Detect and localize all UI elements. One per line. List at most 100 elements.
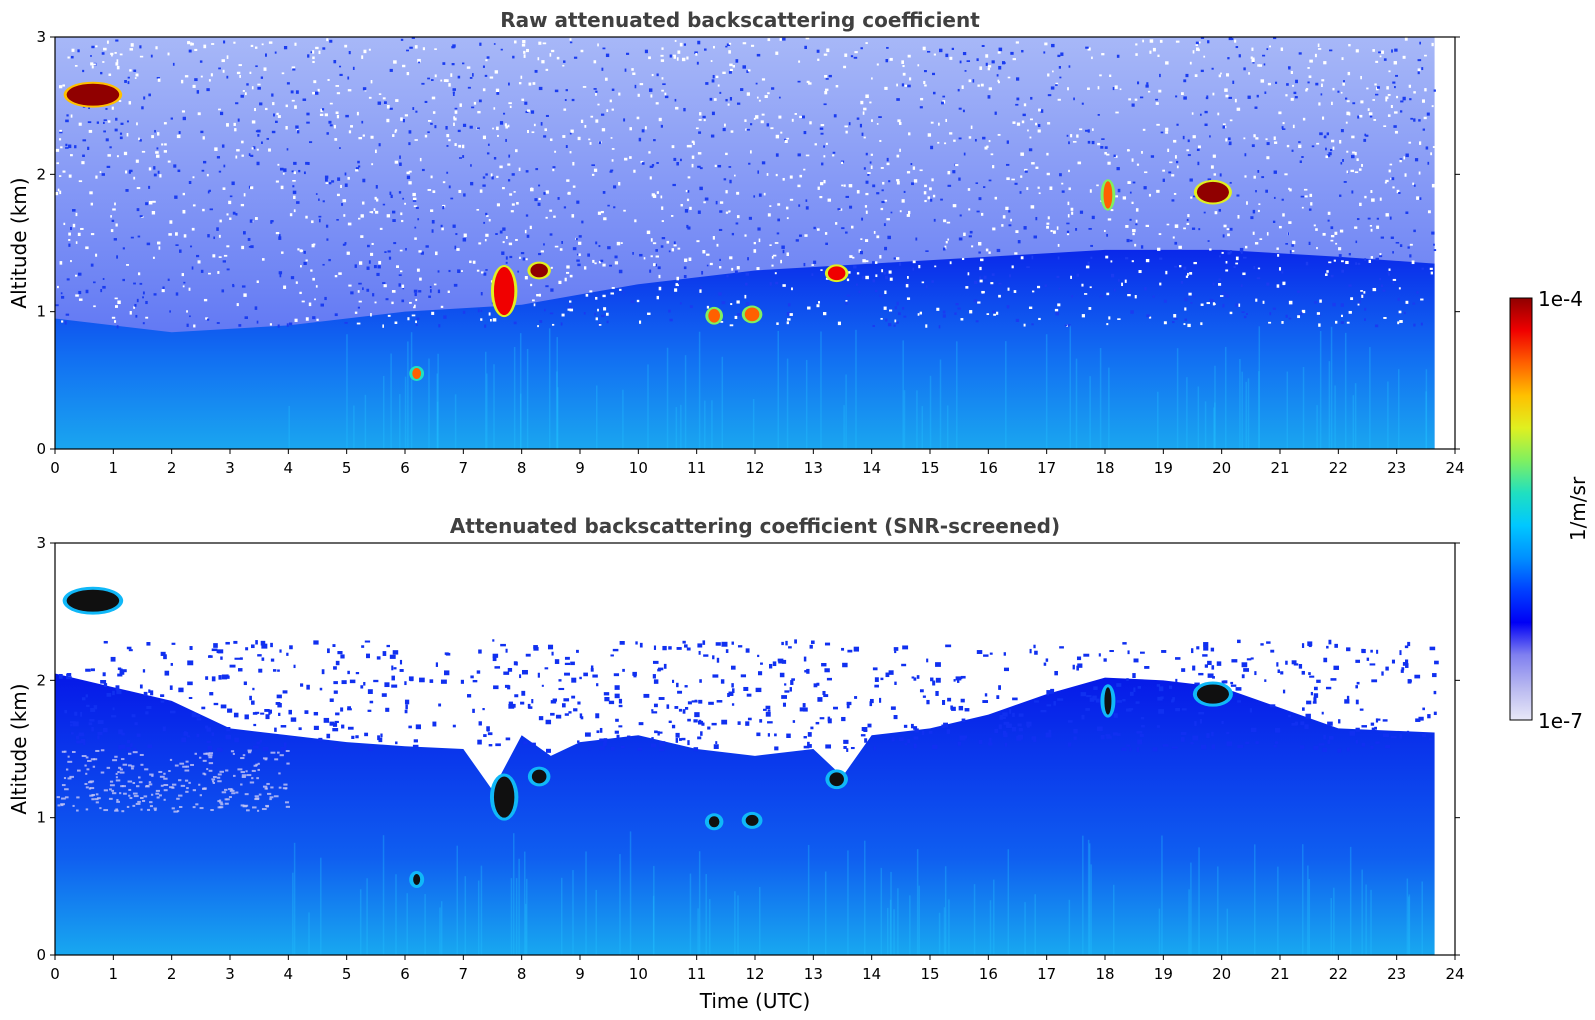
speckle: [178, 131, 181, 134]
speckle: [1226, 73, 1230, 77]
streak: [890, 871, 892, 955]
speckle: [255, 640, 258, 645]
speckle: [904, 84, 908, 87]
speckle: [1357, 303, 1360, 306]
speckle: [1088, 227, 1092, 230]
speckle: [728, 166, 732, 168]
speckle: [497, 134, 499, 137]
speckle: [1159, 282, 1162, 286]
speckle: [334, 138, 338, 141]
speckle: [336, 219, 339, 221]
speckle: [601, 128, 606, 132]
speckle: [1211, 731, 1214, 737]
speckle: [1277, 287, 1281, 289]
speckle: [127, 739, 130, 744]
speckle: [182, 116, 186, 121]
speckle: [496, 91, 500, 95]
speckle: [1165, 131, 1169, 134]
speckle: [1198, 228, 1201, 231]
speckle: [382, 97, 386, 100]
speckle: [1293, 663, 1299, 666]
speckle: [58, 138, 62, 141]
speckle: [499, 230, 503, 234]
speckle: [493, 107, 496, 110]
speckle: [445, 79, 449, 83]
speckle: [1258, 203, 1261, 206]
speckle: [256, 280, 259, 284]
streak: [410, 332, 413, 449]
speckle: [345, 114, 349, 118]
speckle: [1408, 141, 1412, 144]
speckle: [942, 247, 946, 251]
speckle-light: [163, 798, 166, 801]
speckle: [167, 52, 170, 56]
speckle: [418, 250, 422, 253]
streak: [436, 401, 439, 449]
speckle: [428, 295, 432, 298]
speckle: [1175, 657, 1181, 660]
speckle: [209, 208, 213, 211]
speckle: [315, 193, 318, 195]
speckle: [1127, 293, 1131, 297]
speckle: [521, 690, 526, 696]
speckle: [992, 165, 995, 169]
speckle-light: [114, 755, 118, 758]
speckle: [880, 167, 884, 169]
speckle: [312, 316, 316, 320]
speckle: [609, 264, 613, 267]
speckle: [942, 95, 946, 98]
speckle-light: [67, 755, 70, 758]
speckle: [808, 744, 812, 748]
streak: [1319, 331, 1322, 449]
speckle: [1396, 189, 1400, 194]
speckle: [894, 681, 897, 685]
speckle: [1253, 134, 1256, 138]
speckle: [1024, 170, 1028, 173]
speckle: [932, 744, 938, 750]
speckle-light: [185, 790, 189, 793]
speckle: [970, 125, 973, 129]
speckle: [70, 226, 72, 231]
speckle: [1135, 43, 1138, 46]
speckle: [1406, 730, 1410, 734]
cloud-core: [493, 776, 515, 818]
speckle: [445, 125, 448, 130]
speckle: [1340, 129, 1344, 133]
speckle: [904, 743, 907, 746]
speckle: [545, 719, 552, 725]
speckle: [269, 323, 272, 326]
speckle: [55, 148, 60, 152]
speckle: [260, 76, 264, 79]
streak: [560, 877, 563, 955]
speckle: [117, 673, 123, 677]
speckle: [534, 69, 538, 73]
speckle: [789, 687, 792, 692]
speckle: [660, 59, 665, 62]
speckle: [151, 135, 154, 139]
speckle: [211, 676, 216, 682]
speckle-light: [139, 753, 144, 756]
speckle: [252, 146, 256, 150]
speckle: [360, 685, 364, 689]
speckle: [363, 681, 366, 686]
speckle: [808, 82, 812, 85]
speckle: [486, 56, 490, 59]
speckle: [65, 143, 68, 147]
speckle: [182, 192, 186, 196]
speckle: [405, 704, 408, 710]
speckle: [1291, 149, 1294, 152]
speckle: [1209, 298, 1212, 303]
speckle: [590, 665, 594, 669]
speckle: [1192, 665, 1196, 671]
speckle: [1046, 152, 1049, 156]
speckle: [1308, 75, 1312, 78]
speckle: [1035, 216, 1038, 221]
speckle-light: [285, 805, 290, 808]
speckle: [1010, 218, 1012, 222]
speckle: [671, 215, 674, 217]
speckle: [275, 120, 278, 124]
speckle: [395, 99, 399, 102]
speckle: [682, 640, 686, 644]
streak: [989, 900, 992, 955]
speckle: [624, 157, 628, 161]
